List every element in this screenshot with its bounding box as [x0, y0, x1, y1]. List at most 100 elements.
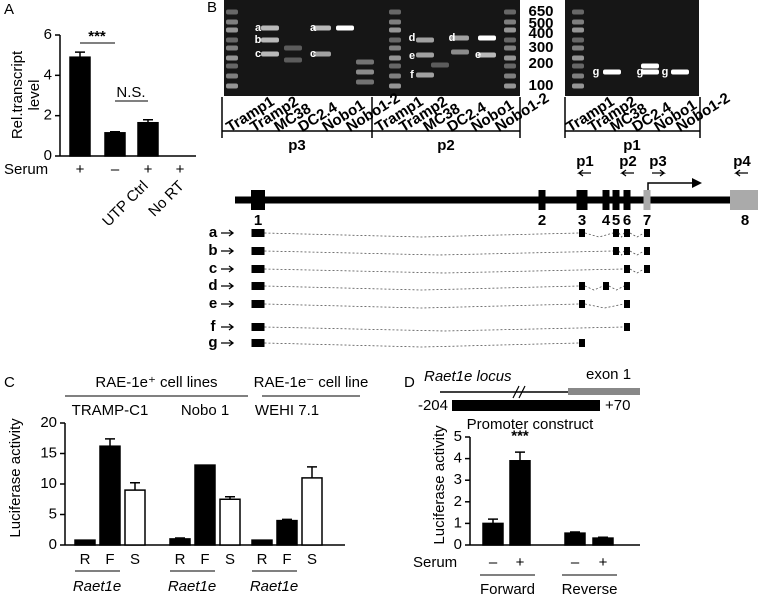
- gel-band: [504, 73, 516, 79]
- gel-band: [451, 49, 469, 55]
- bar: [124, 489, 146, 546]
- x-tick-label: +: [516, 554, 525, 571]
- gel-band: [416, 37, 434, 43]
- group-label: WEHI 7.1: [255, 402, 319, 419]
- exon-number: 4: [602, 212, 611, 229]
- gel-band: [572, 55, 584, 61]
- gel-band: [504, 9, 516, 15]
- gel-band: [504, 55, 516, 61]
- x-tick-label: +: [144, 161, 153, 178]
- ladder-label: 500: [528, 15, 553, 32]
- band-label: g: [662, 66, 669, 78]
- construct-end: +70: [605, 397, 630, 414]
- gel-band: [313, 25, 331, 31]
- gel-band: [336, 25, 354, 31]
- error-bar: [143, 118, 153, 123]
- gel-band: [389, 27, 401, 33]
- band-label: b: [255, 34, 262, 46]
- group-header: RAE-1e⁺ cell lines: [95, 374, 217, 391]
- row-label: Serum: [413, 554, 457, 571]
- gene-diagram: [235, 178, 745, 204]
- splice-line: [584, 285, 604, 291]
- isoform-exon: [644, 229, 650, 237]
- gel-panel: [221, 0, 701, 138]
- y-tick-label: 2: [454, 493, 462, 510]
- bar: [482, 522, 504, 546]
- gel-band: [284, 57, 302, 63]
- ladder-label: 200: [528, 55, 553, 72]
- annotation: ***: [511, 428, 529, 445]
- group-label: Reverse: [562, 581, 618, 598]
- bar: [301, 477, 323, 546]
- x-tick-label: –: [489, 554, 498, 571]
- bar: [592, 537, 614, 546]
- error-bar: [282, 518, 292, 521]
- band-label: f: [410, 69, 414, 81]
- isoform-label: c: [209, 260, 217, 277]
- exon-box: [568, 388, 640, 395]
- primer-arrow: [652, 169, 666, 177]
- gel-band: [572, 19, 584, 25]
- isoform-exon: [624, 282, 630, 290]
- band-label: e: [409, 50, 415, 62]
- y-axis-label: level: [26, 80, 43, 111]
- isoform-exon: [251, 323, 265, 331]
- bar: [74, 539, 96, 546]
- bar: [251, 539, 273, 546]
- group-label: Nobo 1: [181, 402, 229, 419]
- annotation: ***: [88, 28, 106, 45]
- exon-number: 5: [612, 212, 620, 229]
- gel-band: [504, 27, 516, 33]
- gel-band: [671, 69, 689, 75]
- x-tick-label: F: [282, 551, 291, 568]
- exon: [602, 190, 610, 210]
- group-sublabel: Raet1e: [168, 578, 216, 595]
- gel-image: [224, 0, 520, 96]
- x-tick-label: +: [176, 161, 185, 178]
- isoform-exon: [624, 265, 630, 273]
- primer-label: p3: [649, 153, 667, 170]
- gel-image: [565, 0, 699, 96]
- gel-band: [572, 37, 584, 43]
- gel-band: [572, 83, 584, 89]
- x-tick-label: S: [130, 551, 140, 568]
- bar: [219, 498, 241, 546]
- gel-band: [389, 83, 401, 89]
- exon: [730, 190, 758, 210]
- splice-line: [264, 326, 625, 332]
- construct-start: -204: [418, 397, 448, 414]
- group-sublabel: Raet1e: [250, 578, 298, 595]
- splice-line: [264, 342, 580, 348]
- y-tick-label: 2: [44, 107, 52, 124]
- gel-band: [572, 73, 584, 79]
- isoform-exon: [644, 247, 650, 255]
- primer-label: p2: [619, 153, 637, 170]
- panel-labels: A B C D: [4, 0, 415, 391]
- gel-band: [641, 63, 659, 69]
- gel-band: [389, 19, 401, 25]
- gel-band: [226, 63, 238, 69]
- isoform-exon: [251, 229, 265, 237]
- gel-band: [504, 19, 516, 25]
- gel-band: [504, 45, 516, 51]
- bar: [564, 532, 586, 546]
- isoform-exon: [251, 282, 265, 290]
- panel-label: B: [207, 0, 217, 16]
- error-bar: [598, 536, 608, 539]
- isoform-exon: [624, 323, 630, 331]
- annotation: N.S.: [116, 84, 145, 101]
- x-tick-label: F: [105, 551, 114, 568]
- x-tick-label: R: [257, 551, 268, 568]
- primer-arrow: [577, 169, 591, 177]
- gel-band: [226, 45, 238, 51]
- error-bar: [307, 466, 317, 478]
- band-label: g: [593, 66, 600, 78]
- panel-label: D: [404, 374, 415, 391]
- error-bar: [488, 518, 498, 524]
- gel-band: [389, 55, 401, 61]
- splice-line: [584, 232, 614, 238]
- isoform-label: b: [208, 242, 217, 259]
- bracket: [221, 97, 521, 138]
- group-header: RAE-1e⁻ cell line: [254, 374, 369, 391]
- gel-band: [504, 83, 516, 89]
